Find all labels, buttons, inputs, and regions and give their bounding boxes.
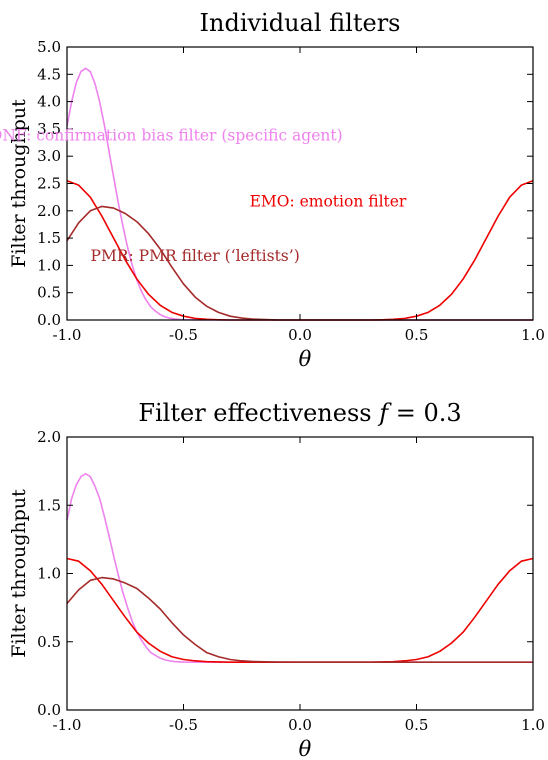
series-line-emo [66,557,534,664]
y-tick-label: 0.0 [37,701,61,719]
y-axis-label: Filter throughput [8,99,30,268]
chart-individual-filters: Individual filters -1.0 -0.5 0.0 0.5 1.0 0.0 0… [0,9,545,371]
x-tick-label: 0.0 [288,326,312,344]
y-tick-label: 4.5 [37,65,61,83]
chart-title: Filter effectiveness f = 0.3 [138,399,461,427]
x-axis-label: θ [299,347,312,371]
series-line-pmr [66,576,533,664]
y-axis-label: Filter throughput [8,489,30,658]
y-tick-label: 2.0 [37,428,61,446]
y-tick-label: 2.5 [37,175,61,193]
x-tick-label: 1.0 [521,716,545,734]
y-tick-label: 0.5 [37,633,61,651]
chart-title: Individual filters [200,9,401,37]
chart-filter-effectiveness: Filter effectiveness f = 0.3 -1.0 -0.5 0.0… [8,399,545,760]
series-annotation: PMR: PMR filter (‘leftists’) [91,247,300,265]
y-tick-label: 1.5 [37,496,61,514]
series-annotation: CONF: confirmation bias filter (specific… [0,126,343,144]
y-tick-label: 2.0 [37,202,61,220]
series-line-conf [66,473,533,664]
y-tick-label: 1.5 [37,229,61,247]
y-tick-label: 0.0 [37,311,61,329]
y-tick-label: 4.0 [37,93,61,111]
y-tick-label: 5.0 [37,38,61,56]
x-tick-label: 1.0 [521,326,545,344]
x-tick-label: -1.0 [53,326,82,344]
x-tick-label: 0.5 [405,326,429,344]
x-axis-label: θ [299,737,312,760]
plot-frame [66,436,534,711]
x-tick-label: 0.0 [288,716,312,734]
x-tick-label: 0.5 [405,716,429,734]
x-tick-label: -0.5 [169,326,198,344]
y-tick-label: 3.5 [37,120,61,138]
y-tick-label: 0.5 [37,284,61,302]
y-tick-label: 1.0 [37,256,61,274]
series-annotation: EMO: emotion filter [250,193,407,211]
x-tick-label: -1.0 [53,716,82,734]
y-tick-label: 3.0 [37,147,61,165]
y-tick-label: 1.0 [37,565,61,583]
x-tick-label: -0.5 [169,716,198,734]
